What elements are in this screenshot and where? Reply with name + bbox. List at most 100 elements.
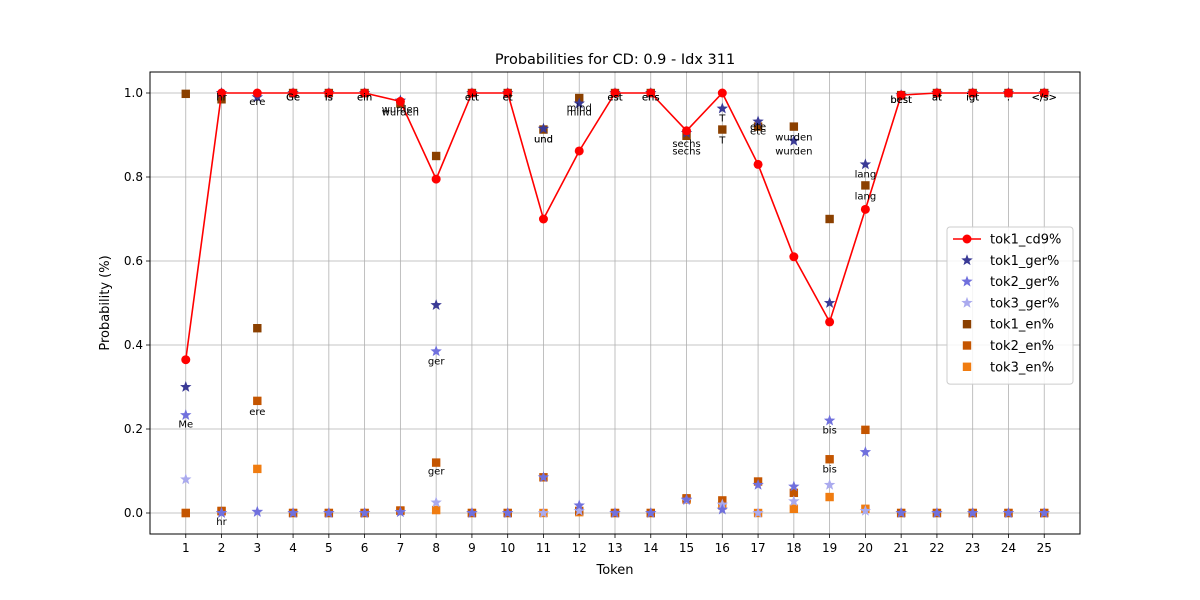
data-point (360, 88, 370, 98)
legend-entry: tok2_ger% (961, 275, 1059, 290)
token-annotation: at (932, 93, 942, 104)
data-point (895, 507, 907, 518)
legend-marker (962, 341, 972, 350)
data-point (861, 181, 870, 190)
token-annotation: is (325, 93, 333, 104)
x-tick-label: 12 (572, 541, 587, 555)
data-point (859, 504, 872, 516)
data-point (180, 381, 192, 392)
x-tick-label: 15 (679, 541, 694, 555)
token-annotation: wurden (382, 104, 419, 115)
grid (150, 72, 1080, 534)
legend-label: tok3_en% (990, 360, 1054, 375)
data-point (251, 505, 264, 517)
data-point (287, 507, 299, 518)
token-annotation: ger (428, 467, 446, 478)
data-point (788, 480, 800, 492)
data-point (788, 495, 800, 507)
x-tick-label: 10 (500, 541, 515, 555)
legend-marker (962, 320, 972, 329)
data-point (537, 507, 550, 518)
token-annotation: ein (357, 93, 372, 104)
token-annotation: T (718, 136, 726, 147)
token-annotation: Ge (286, 93, 300, 104)
legend-label: tok1_ger% (990, 254, 1059, 269)
token-annotation: bis (822, 425, 836, 436)
token-annotation: ens (642, 93, 660, 104)
data-point (358, 507, 371, 518)
data-point (253, 396, 262, 406)
data-point (610, 88, 620, 98)
x-tick-label: 18 (786, 541, 801, 555)
token-annotation: est (607, 93, 622, 104)
data-point (789, 488, 799, 498)
data-point (752, 478, 764, 490)
data-point (788, 134, 800, 146)
y-tick-label: 1.0 (124, 86, 143, 100)
x-tick-label: 11 (536, 541, 551, 555)
data-point (252, 88, 262, 98)
token-annotation: ere (249, 97, 265, 108)
data-point (789, 122, 799, 131)
legend-entry: tok1_ger% (961, 254, 1059, 269)
data-point (1003, 88, 1013, 98)
token-annotation: bis (822, 464, 836, 475)
data-point (430, 496, 442, 508)
legend-entry: tok1_cd9% (953, 233, 1061, 248)
data-point (716, 102, 729, 114)
data-point (431, 505, 441, 515)
token-annotation: </s> (1032, 93, 1057, 104)
token-annotation: ete (750, 122, 766, 133)
data-point (896, 90, 906, 100)
token-annotation: igt (966, 93, 979, 104)
data-point (823, 297, 836, 308)
data-point (968, 88, 978, 98)
token-annotation: ere (249, 407, 265, 418)
data-point (753, 122, 763, 131)
token-annotation: wurden (382, 107, 419, 118)
token-annotation: sechs (672, 139, 700, 150)
data-point (430, 299, 442, 310)
x-tick-label: 6 (361, 541, 369, 555)
x-tick-label: 4 (289, 541, 297, 555)
token-annotation: igt (966, 93, 979, 104)
legend-entry: tok3_ger% (961, 296, 1059, 311)
data-point (467, 88, 477, 98)
x-tick-label: 21 (894, 541, 909, 555)
data-point (1039, 88, 1049, 98)
token-annotation: mind (567, 103, 592, 114)
token-annotation: et (503, 93, 513, 104)
legend-entry: tok2_en% (962, 339, 1054, 354)
data-point (466, 507, 478, 518)
token-annotation: hr (216, 517, 227, 528)
x-tick-label: 2 (218, 541, 226, 555)
series-tok2_ger% (180, 345, 1050, 518)
data-point (394, 506, 407, 518)
data-point (718, 125, 727, 134)
token-annotation: ett (465, 93, 479, 104)
data-point (181, 355, 191, 365)
token-annotation: wurden (775, 133, 812, 144)
token-annotation: Me (178, 419, 193, 430)
data-point (573, 97, 585, 109)
data-point (253, 464, 262, 474)
data-point (717, 88, 727, 98)
x-tick-label: 20 (858, 541, 873, 555)
data-point (825, 214, 834, 224)
token-annotation: sechs (672, 146, 700, 157)
token-annotation: . (1007, 93, 1010, 104)
data-point (538, 214, 548, 224)
x-tick-label: 23 (965, 541, 980, 555)
series-tok1_cd9% (181, 88, 1049, 365)
data-point (931, 507, 943, 518)
data-point (682, 131, 691, 141)
series-layer (180, 87, 1050, 518)
data-point (753, 159, 763, 169)
token-annotation: et (503, 93, 513, 104)
token-annotation: ein (357, 93, 372, 104)
token-annotation: und (534, 135, 553, 146)
data-point (180, 473, 192, 485)
data-point (823, 414, 836, 426)
token-annotation: lang (855, 170, 877, 181)
